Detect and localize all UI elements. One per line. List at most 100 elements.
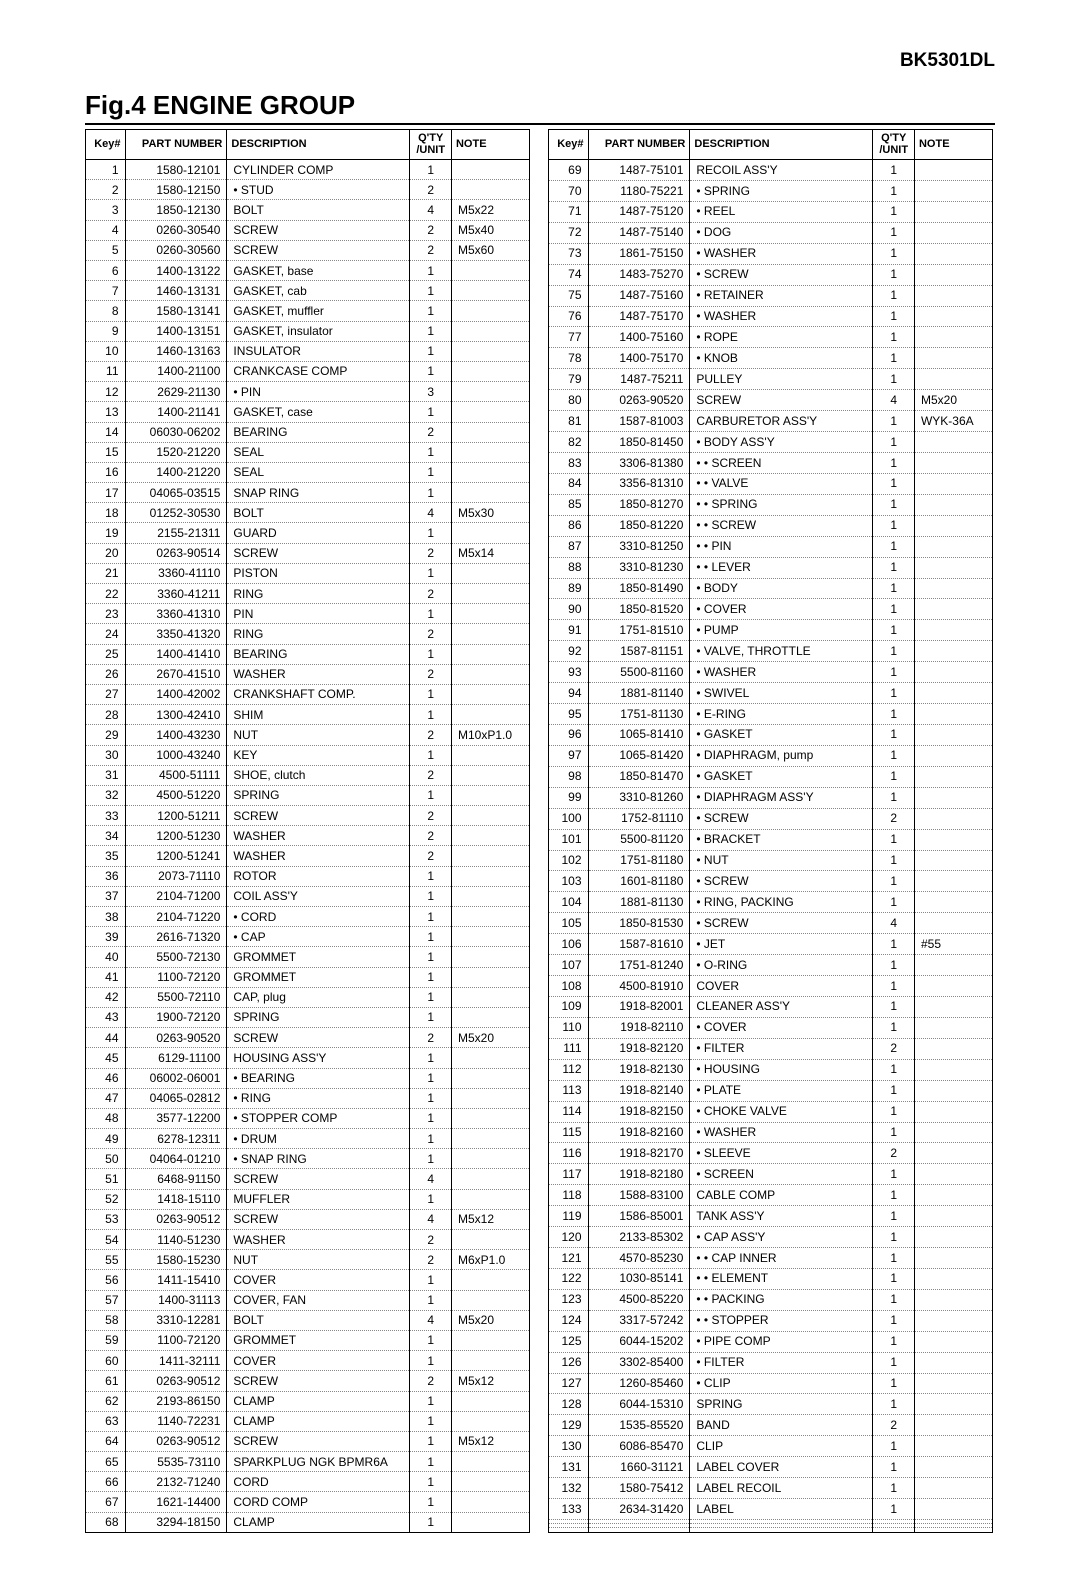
cell-desc: SPRING [227,785,410,805]
cell-key: 52 [86,1189,126,1209]
cell-qty: 1 [873,243,915,264]
cell-key: 37 [86,886,126,906]
table-row: 324500-51220SPRING1 [86,785,530,805]
cell-part: 3350-41320 [125,624,227,644]
header-note: NOTE [451,130,529,160]
cell-part: 4500-81910 [588,976,690,997]
cell-qty: 1 [410,1391,452,1411]
table-row: 131400-21141GASKET, case1 [86,402,530,422]
cell-note [451,402,529,422]
cell-desc: • SWIVEL [690,683,873,704]
cell-part: 1418-15110 [125,1189,227,1209]
cell-part: 3577-12200 [125,1108,227,1128]
cell-part: 1587-81610 [588,934,690,955]
table-row: 4704065-02812• RING1 [86,1088,530,1108]
cell-qty: 1 [410,1129,452,1149]
cell-note [451,1108,529,1128]
cell-note [914,683,992,704]
cell-desc: • KNOB [690,348,873,369]
cell-key: 20 [86,543,126,563]
cell-qty: 1 [410,483,452,503]
cell-desc: • WASHER [690,662,873,683]
cell-desc: SCREW [690,390,873,411]
cell-desc: CLAMP [227,1391,410,1411]
cell-part: 3317-57242 [588,1310,690,1331]
cell-qty: 1 [410,281,452,301]
cell-desc: ROTOR [227,866,410,886]
cell-key: 96 [549,724,589,745]
cell-desc: BEARING [227,644,410,664]
table-row: 993310-81260• DIAPHRAGM ASS'Y1 [549,787,993,808]
cell-part: 0263-90514 [125,543,227,563]
cell-note [914,222,992,243]
table-row: 31850-12130BOLT4M5x22 [86,200,530,220]
cell-note [914,850,992,871]
cell-part: 1065-81410 [588,724,690,745]
cell-desc: • SCREW [690,913,873,934]
cell-note [451,382,529,402]
table-row: 631140-72231CLAMP1 [86,1411,530,1431]
cell-part: 2104-71200 [125,886,227,906]
cell-key: 125 [549,1331,589,1352]
cell-desc: BAND [690,1415,873,1436]
table-row: 921587-81151• VALVE, THROTTLE1 [549,641,993,662]
cell-qty: 2 [410,846,452,866]
cell-key: 11 [86,361,126,381]
cell-note [451,180,529,200]
cell-key: 108 [549,976,589,997]
cell-key: 39 [86,927,126,947]
cell-qty: 1 [873,996,915,1017]
cell-key: 15 [86,442,126,462]
cell-note [914,913,992,934]
cell-part: 1850-81530 [588,913,690,934]
table-row: 314500-51111SHOE, clutch2 [86,765,530,785]
cell-key: 66 [86,1472,126,1492]
cell-desc: • REEL [690,201,873,222]
cell-note: M5x20 [451,1310,529,1330]
cell-desc: CRANKSHAFT COMP. [227,684,410,704]
cell-note [914,201,992,222]
cell-part: 3310-12281 [125,1310,227,1330]
cell-key: 113 [549,1080,589,1101]
cell-note [914,766,992,787]
cell-note [451,664,529,684]
cell-note [914,1310,992,1331]
cell-note [451,1472,529,1492]
cell-key: 1 [86,160,126,180]
cell-note [451,301,529,321]
cell-key: 16 [86,462,126,482]
cell-part: 01252-30530 [125,503,227,523]
cell-part: 06030-06202 [125,422,227,442]
table-row: 483577-12200• STOPPER COMP1 [86,1108,530,1128]
cell-note [451,644,529,664]
table-row: 731861-75150• WASHER1 [549,243,993,264]
cell-qty: 1 [873,1289,915,1310]
cell-note [914,1457,992,1478]
cell-desc: LABEL [690,1499,873,1520]
cell-note [451,261,529,281]
cell-qty: 1 [873,704,915,725]
cell-qty: 1 [410,886,452,906]
table-row: 640263-90512SCREW1M5x12 [86,1431,530,1451]
cell-desc: • COVER [690,599,873,620]
cell-qty: 1 [873,327,915,348]
cell-desc: SCREW [227,220,410,240]
cell-desc: • RING [227,1088,410,1108]
table-row: 372104-71200COIL ASS'Y1 [86,886,530,906]
cell-note [914,996,992,1017]
cell-key: 7 [86,281,126,301]
cell-qty: 1 [410,321,452,341]
table-row: 1263302-85400• FILTER1 [549,1352,993,1373]
cell-qty: 1 [873,641,915,662]
cell-note [914,453,992,474]
table-row: 571400-31113COVER, FAN1 [86,1290,530,1310]
table-row: 721487-75140• DOG1 [549,222,993,243]
cell-part: 1487-75160 [588,285,690,306]
cell-desc: • SPRING [690,181,873,202]
cell-part: 1140-51230 [125,1230,227,1250]
cell-key: 93 [549,662,589,683]
cell-note [914,1122,992,1143]
table-row: 61400-13122GASKET, base1 [86,261,530,281]
cell-desc: KEY [227,745,410,765]
cell-note [451,1391,529,1411]
